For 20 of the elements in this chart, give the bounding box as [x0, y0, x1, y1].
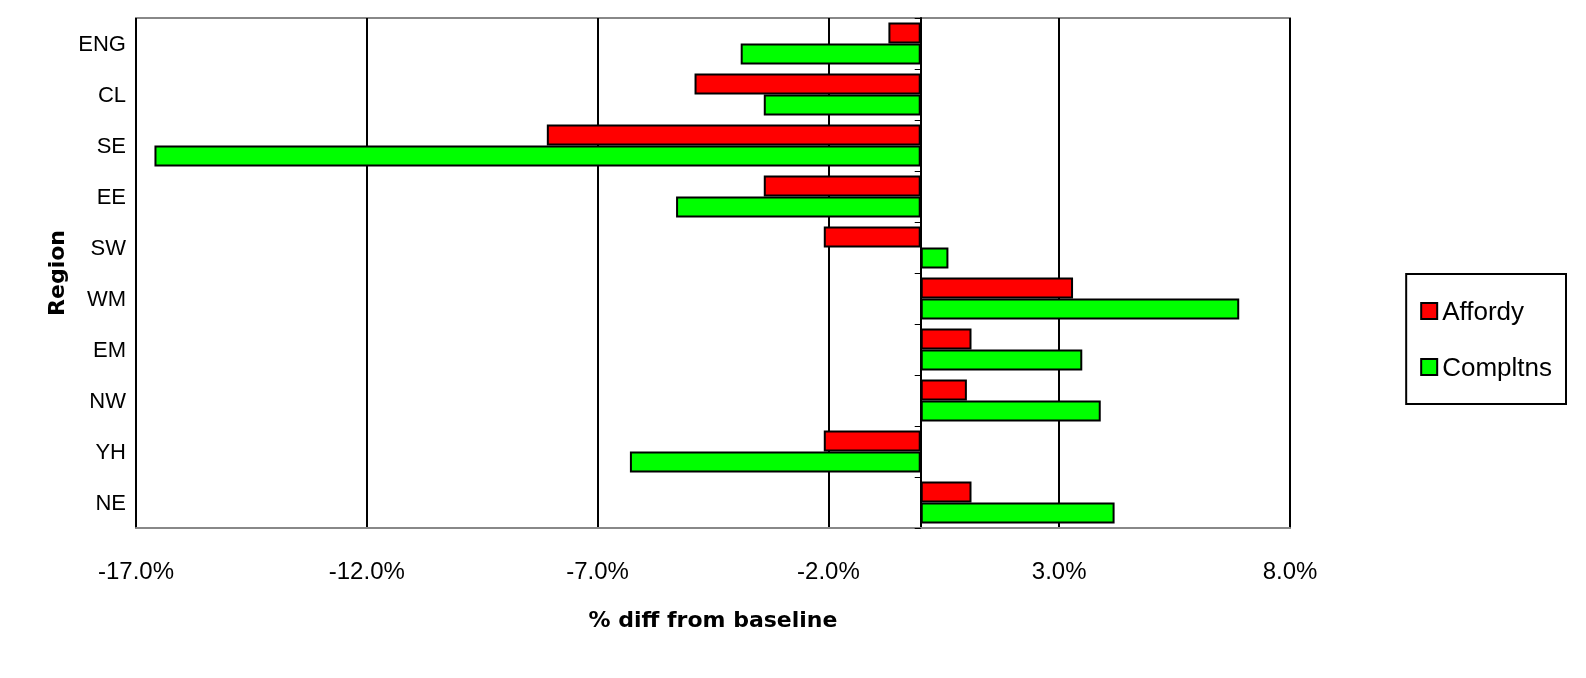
y-tick-label: YH: [95, 439, 126, 464]
y-tick-label: CL: [97, 82, 126, 107]
y-tick-label: SE: [96, 133, 126, 158]
y-axis-title: Region: [43, 230, 69, 316]
x-axis-title: % diff from baseline: [588, 606, 838, 632]
x-tick-label: -7.0%: [566, 556, 629, 584]
legend-label: Compltns: [1442, 352, 1553, 382]
x-tick-label: -17.0%: [97, 556, 175, 584]
x-tick-label: -12.0%: [328, 556, 405, 584]
y-tick-label: SW: [90, 235, 127, 260]
x-tick-label: 3.0%: [1031, 556, 1087, 584]
y-tick-label: EE: [96, 184, 126, 209]
y-tick-label: NW: [89, 388, 127, 413]
y-tick-label: WM: [86, 286, 126, 311]
y-tick-label: NE: [95, 490, 126, 515]
x-tick-label: -2.0%: [797, 556, 860, 584]
y-tick-label: ENG: [78, 31, 126, 56]
x-tick-label: 8.0%: [1262, 556, 1318, 584]
y-tick-label: EM: [93, 337, 126, 362]
legend-label: Affordy: [1442, 296, 1525, 326]
